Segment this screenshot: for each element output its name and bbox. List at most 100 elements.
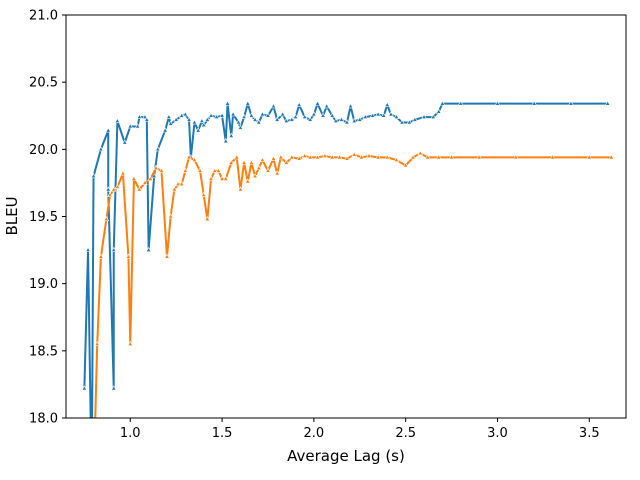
data-point [213, 113, 220, 119]
data-point [336, 154, 343, 160]
data-point [162, 127, 168, 133]
data-point [90, 172, 97, 179]
data-point [279, 111, 286, 117]
x-tick-label: 1.5 [212, 426, 233, 441]
data-point [323, 103, 330, 109]
data-point [568, 100, 574, 106]
data-point [439, 100, 446, 106]
data-point [142, 113, 148, 119]
data-point [153, 164, 159, 171]
data-point [283, 159, 290, 165]
data-point [375, 111, 381, 117]
data-point [311, 111, 317, 117]
data-point [356, 116, 363, 122]
data-point [114, 117, 121, 124]
data-point [448, 154, 455, 160]
data-point [241, 113, 247, 119]
data-point [94, 340, 101, 347]
x-tick-label: 2.0 [304, 426, 325, 441]
data-point [199, 117, 205, 124]
data-point [494, 100, 501, 106]
data-point [344, 119, 350, 125]
data-point [224, 100, 231, 106]
y-tick-label: 19.5 [29, 210, 58, 225]
data-point [222, 175, 229, 181]
data-point [314, 100, 321, 106]
data-point [333, 117, 339, 124]
data-point [393, 113, 400, 119]
y-tick-label: 19.0 [29, 277, 58, 292]
data-point [98, 146, 104, 152]
data-point [107, 191, 113, 197]
data-point [244, 100, 251, 106]
data-point [175, 181, 181, 187]
data-point [136, 186, 143, 192]
data-point [347, 103, 354, 109]
data-point [384, 154, 391, 160]
data-point [586, 154, 593, 160]
data-point [604, 100, 611, 106]
data-point [358, 154, 365, 160]
series-2 [94, 150, 615, 418]
data-point [219, 175, 225, 181]
data-point [164, 253, 170, 259]
data-point [289, 116, 295, 122]
data-point [296, 155, 302, 161]
data-point [237, 124, 244, 130]
data-point [274, 170, 280, 176]
data-point [191, 119, 198, 125]
data-point [375, 154, 381, 160]
data-point [228, 132, 235, 138]
y-tick-label: 18.0 [29, 412, 58, 427]
data-point [166, 113, 172, 119]
data-point [252, 116, 258, 122]
data-point [301, 113, 308, 119]
data-point [186, 154, 192, 160]
data-point [167, 120, 174, 126]
data-point [329, 154, 336, 160]
data-point [252, 172, 258, 179]
data-point [283, 117, 290, 124]
data-point [145, 246, 152, 252]
data-point [241, 159, 247, 165]
data-point [110, 186, 117, 192]
data-point [173, 116, 179, 122]
data-point [259, 111, 266, 117]
data-point [143, 116, 150, 122]
data-point [399, 119, 405, 125]
data-point [265, 112, 271, 118]
data-point [134, 123, 141, 129]
data-point [200, 121, 207, 128]
data-point [388, 111, 394, 117]
data-point [406, 119, 413, 125]
data-point [278, 154, 284, 160]
data-point [322, 152, 328, 158]
data-point [219, 112, 225, 118]
data-point [105, 127, 112, 133]
x-tick-label: 1.0 [120, 426, 141, 441]
series-1 [81, 100, 611, 418]
data-point [513, 154, 519, 160]
data-point [204, 116, 211, 122]
data-point [314, 154, 321, 160]
data-point [114, 183, 121, 189]
data-point [296, 101, 302, 107]
data-point [362, 113, 369, 119]
data-point [369, 112, 376, 118]
data-point [215, 167, 222, 173]
data-point [131, 175, 137, 181]
x-tick-label: 3.0 [487, 426, 508, 441]
data-point [230, 111, 236, 117]
data-point [211, 167, 218, 173]
data-point [248, 112, 255, 118]
data-point [248, 159, 255, 165]
data-point [235, 119, 242, 125]
data-point [292, 113, 299, 119]
data-point [167, 213, 174, 219]
data-point [270, 103, 277, 109]
data-point [182, 111, 189, 117]
data-point [197, 167, 203, 173]
data-point [329, 112, 336, 118]
data-point [121, 139, 128, 145]
data-point [435, 108, 442, 114]
